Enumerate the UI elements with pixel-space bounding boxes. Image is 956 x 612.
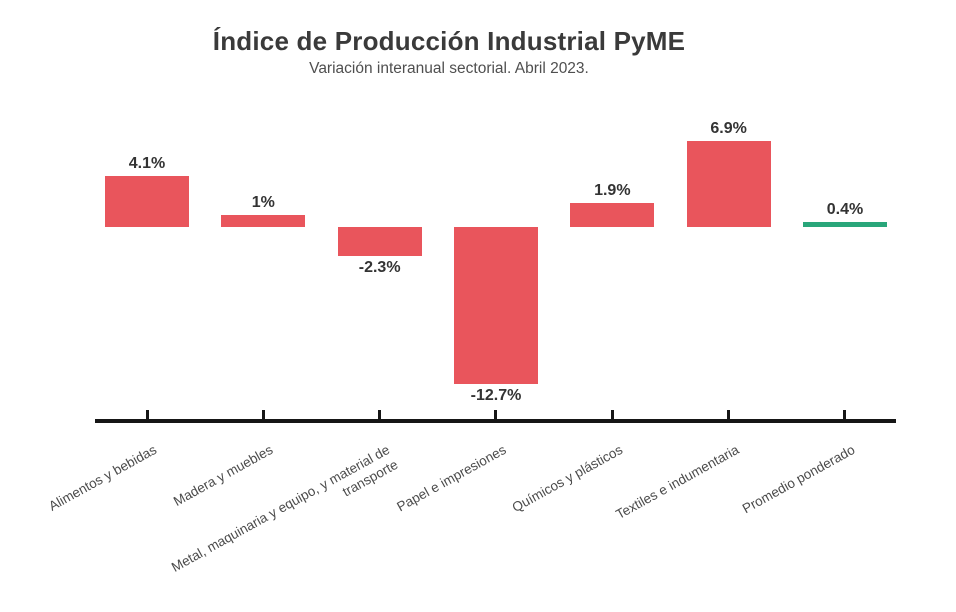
x-tick-label-madera-y-muebles: Madera y muebles	[171, 442, 276, 509]
x-axis-line	[95, 419, 896, 423]
x-axis-tick	[727, 410, 731, 419]
x-tick-label-metal-maquinaria-y-equipo-y-material-de: Metal, maquinaria y equipo, y material d…	[168, 442, 401, 575]
x-axis-tick	[378, 410, 382, 419]
bar-promedio-ponderado	[802, 222, 887, 227]
chart-subtitle: Variación interanual sectorial. Abril 20…	[309, 60, 589, 77]
value-label-textiles-e-indumentaria: 6.9%	[710, 120, 747, 138]
x-tick-label-promedio-ponderado: Promedio ponderado	[739, 442, 858, 517]
value-label-quimicos-y-plasticos: 1.9%	[594, 182, 631, 200]
bar-alimentos-y-bebidas	[105, 176, 189, 227]
bar-metal-maquinaria-y-equipo-y-material-de	[337, 227, 422, 256]
x-tick-label-quimicos-y-plasticos: Químicos y plásticos	[509, 442, 625, 516]
x-tick-label-papel-e-impresiones: Papel e impresiones	[394, 442, 509, 515]
bar-textiles-e-indumentaria	[686, 141, 771, 227]
value-label-alimentos-y-bebidas: 4.1%	[128, 155, 166, 173]
value-label-madera-y-muebles: 1%	[251, 193, 275, 211]
value-label-metal-maquinaria-y-equipo-y-material-de: -2.3%	[358, 258, 401, 276]
bar-quimicos-y-plasticos	[570, 203, 655, 227]
x-tick-label-alimentos-y-bebidas: Alimentos y bebidas	[46, 442, 160, 514]
x-axis-tick	[261, 410, 265, 419]
chart-title: Índice de Producción Industrial PyME	[212, 26, 686, 56]
bar-papel-e-impresiones	[453, 227, 538, 385]
value-label-papel-e-impresiones: -12.7%	[470, 387, 522, 405]
bar-madera-y-muebles	[221, 214, 306, 227]
x-axis-tick	[145, 410, 149, 419]
value-label-promedio-ponderado: 0.4%	[826, 201, 864, 219]
x-tick-label-textiles-e-indumentaria: Textiles e indumentaria	[612, 442, 741, 523]
x-axis-tick	[494, 410, 498, 419]
x-axis-tick	[610, 410, 614, 419]
x-axis-tick	[843, 410, 847, 419]
